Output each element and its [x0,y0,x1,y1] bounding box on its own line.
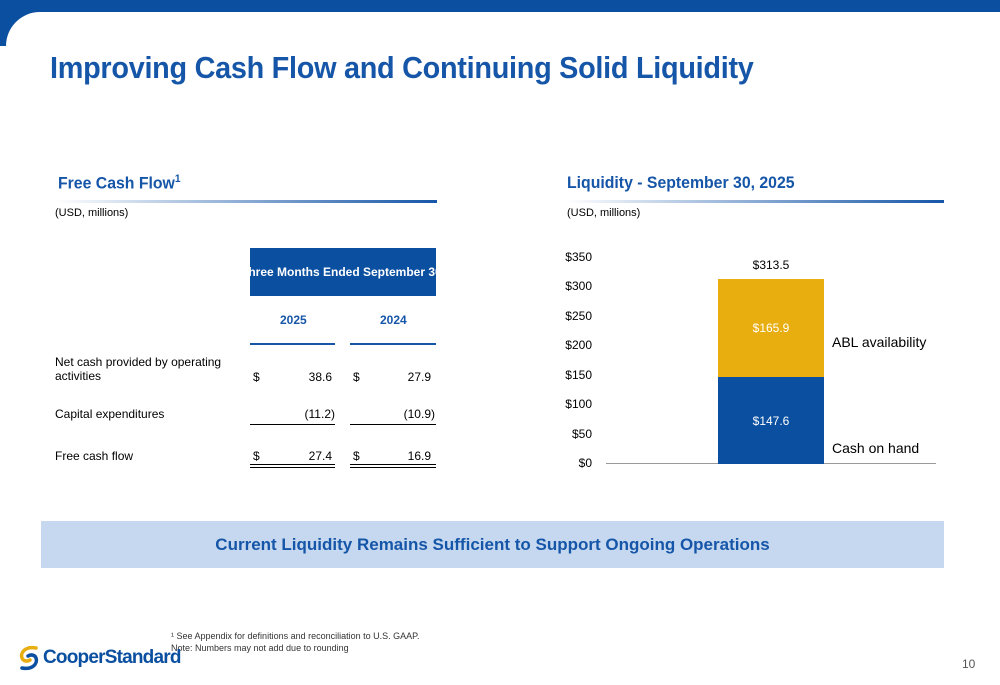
y-tick-label: $250 [565,308,592,323]
summary-banner-text: Current Liquidity Remains Sufficient to … [215,534,770,554]
bar-cash-on-hand [718,377,824,464]
footnote-2: Note: Numbers may not add due to roundin… [171,643,349,653]
free-cash-flow-rule [55,200,437,203]
page-number: 10 [962,657,976,671]
legend-abl-availability: ABL availability [832,334,927,351]
summary-banner: Current Liquidity Remains Sufficient to … [41,521,944,568]
fcf-double-underline-2024 [350,464,436,468]
year-2025-rule [250,343,335,345]
y-tick-label: $50 [571,426,592,441]
y-tick-label: $350 [565,250,592,264]
row-fcf-label: Free cash flow [55,449,134,463]
year-2024-header: 2024 [380,313,407,327]
liquidity-units: (USD, millions) [567,207,641,219]
capex-underline-2025 [250,424,335,425]
top-band [0,0,1000,12]
top-corner-mask [6,12,66,72]
logo-text: CooperStandard [43,647,181,668]
y-tick-label: $150 [565,367,592,382]
row-operating-cash-currency-2025: $ [253,370,260,384]
y-tick-label: $300 [565,279,592,294]
period-header: Three Months Ended September 30, [241,248,445,296]
capex-underline-2024 [350,424,436,425]
cooperstandard-logo: CooperStandard [18,645,181,671]
row-fcf-2024: 16.9 [407,449,431,463]
free-cash-flow-title: Free Cash Flow1 [58,173,181,193]
bar-total-label: $313.5 [752,258,790,273]
row-operating-cash-2024: 27.9 [407,370,431,384]
cooperstandard-swoosh-icon [19,645,39,671]
fcf-double-underline-2025 [250,464,335,468]
row-operating-cash-currency-2024: $ [353,370,360,384]
row-capex-label: Capital expenditures [55,407,165,421]
liquidity-title: Liquidity - September 30, 2025 [567,173,795,192]
y-tick-label: $0 [578,456,592,470]
footnote-1: ¹ See Appendix for definitions and recon… [171,631,420,641]
legend-cash-on-hand: Cash on hand [832,439,920,456]
row-operating-cash-2025: 38.6 [308,370,332,384]
year-2024-rule [350,343,436,345]
bar-label-cash-on-hand: $147.6 [752,413,790,428]
bar-abl-availability [718,279,824,378]
row-capex-2024: (10.9) [403,407,435,421]
y-tick-label: $200 [565,338,592,353]
year-2025-header: 2025 [280,313,307,327]
row-capex-2025: (11.2) [304,407,335,421]
liquidity-rule [566,200,944,203]
bar-label-abl-availability: $165.9 [752,321,790,336]
row-operating-cash-label: Net cash provided by operating activitie… [55,355,222,383]
y-tick-label: $100 [565,397,592,412]
free-cash-flow-units: (USD, millions) [55,207,129,219]
row-fcf-currency-2025: $ [253,449,260,463]
page-title: Improving Cash Flow and Continuing Solid… [50,50,754,85]
row-fcf-2025: 27.4 [308,449,332,463]
row-fcf-currency-2024: $ [353,449,360,463]
